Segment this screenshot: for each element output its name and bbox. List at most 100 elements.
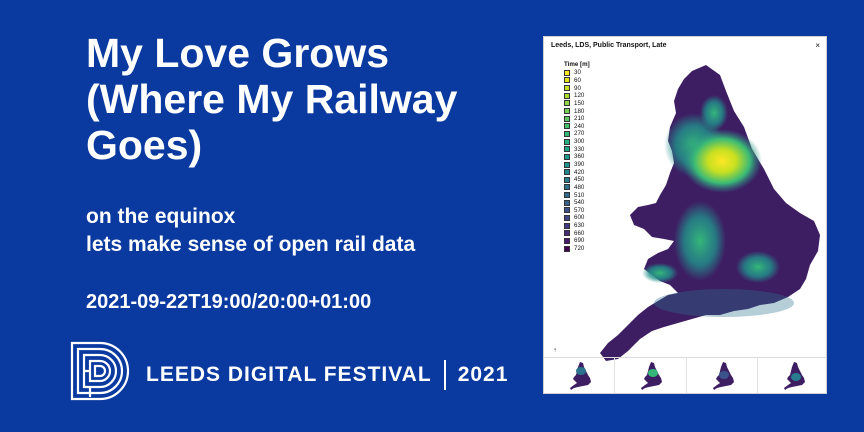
legend-label: 690: [574, 237, 585, 245]
legend-swatch: [564, 77, 570, 84]
legend-swatch: [564, 207, 570, 214]
legend-label: 600: [574, 214, 585, 222]
legend-item: 540: [564, 199, 590, 207]
bristol-zone: [642, 263, 678, 283]
event-datetime: 2021-09-22T19:00/20:00+01:00: [86, 291, 372, 313]
legend-label: 210: [574, 115, 585, 123]
map-thumbnail[interactable]: [687, 358, 758, 393]
legend-item: 570: [564, 207, 590, 215]
legend-label: 30: [574, 69, 581, 77]
legend-swatch: [564, 153, 570, 160]
map-thumbnail-image: [570, 362, 591, 390]
map-thumbnail-image: [641, 362, 663, 390]
map-thumbnail-image: [712, 362, 734, 390]
legend-item: 90: [564, 84, 590, 92]
legend-swatch: [564, 130, 570, 137]
legend-item: 720: [564, 245, 590, 253]
legend-item: 210: [564, 115, 590, 123]
legend-label: 480: [574, 183, 585, 191]
south-coast-band: [654, 289, 794, 317]
legend-item: 330: [564, 145, 590, 153]
legend-swatch: [564, 222, 570, 229]
legend-swatch: [564, 230, 570, 237]
legend-swatch: [564, 69, 570, 76]
subtitle-line-2: lets make sense of open rail data: [86, 233, 416, 256]
north-east-zone: [700, 95, 728, 131]
legend-label: 540: [574, 199, 585, 207]
headline-line-2: (Where My Railway: [86, 76, 458, 122]
legend-label: 300: [574, 138, 585, 146]
legend-item: 510: [564, 191, 590, 199]
subtitle: on the equinox lets make sense of open r…: [86, 203, 415, 259]
legend-item: 630: [564, 222, 590, 230]
legend-rows: 30 60 90 120 150 180 210 240 270 300 330 360 390 420 4…: [564, 69, 590, 252]
headline-line-3: Goes): [86, 122, 203, 168]
legend-item: 360: [564, 153, 590, 161]
close-icon[interactable]: ×: [815, 41, 820, 50]
legend-label: 60: [574, 76, 581, 84]
map-thumbnail[interactable]: [758, 358, 826, 393]
legend-swatch: [564, 92, 570, 99]
legend-swatch: [564, 100, 570, 107]
legend-item: 270: [564, 130, 590, 138]
legend-label: 240: [574, 122, 585, 130]
legend-label: 90: [574, 84, 581, 92]
midlands-zone: [674, 201, 726, 281]
legend-swatch: [564, 169, 570, 176]
legend-swatch: [564, 245, 570, 252]
legend-item: 180: [564, 107, 590, 115]
legend-swatch: [564, 199, 570, 206]
london-zone: [736, 251, 780, 283]
legend-label: 450: [574, 176, 585, 184]
legend-label: 180: [574, 107, 585, 115]
festival-year: 2021: [457, 363, 509, 386]
legend-swatch: [564, 192, 570, 199]
legend-swatch: [564, 176, 570, 183]
thumbnail-strip: [544, 357, 826, 393]
legend-label: 570: [574, 206, 585, 214]
legend-swatch: [564, 108, 570, 115]
legend-swatch: [564, 123, 570, 130]
legend-item: 300: [564, 138, 590, 146]
map-thumbnail[interactable]: [615, 358, 687, 393]
map-panel-title: Leeds, LDS, Public Transport, Late: [551, 42, 667, 49]
legend-label: 630: [574, 222, 585, 230]
legend-title: Time [m]: [564, 61, 590, 68]
map-panel: Leeds, LDS, Public Transport, Late ×: [543, 36, 827, 394]
legend-item: 690: [564, 237, 590, 245]
legend-label: 420: [574, 168, 585, 176]
legend-label: 360: [574, 153, 585, 161]
legend-item: 660: [564, 229, 590, 237]
legend-item: 450: [564, 176, 590, 184]
legend-swatch: [564, 138, 570, 145]
legend-label: 330: [574, 145, 585, 153]
legend-swatch: [564, 161, 570, 168]
legend-item: 150: [564, 100, 590, 108]
legend-label: 120: [574, 92, 585, 100]
leeds-zone: [682, 129, 762, 193]
legend-swatch: [564, 214, 570, 221]
legend-label: 270: [574, 130, 585, 138]
legend-item: 30: [564, 69, 590, 77]
map-thumbnail-image: [783, 362, 805, 390]
legend-swatch: [564, 115, 570, 122]
legend-item: 60: [564, 77, 590, 85]
ldf-logo-icon: [70, 341, 130, 401]
map-thumbnail[interactable]: [544, 358, 616, 393]
subtitle-line-1: on the equinox: [86, 205, 236, 228]
legend-item: 480: [564, 184, 590, 192]
map-legend: Time [m] 30 60 90 120 150 180 210 240 270 300 330 3…: [564, 61, 590, 252]
festival-wordmark: LEEDS DIGITAL FESTIVAL 2021: [146, 360, 508, 390]
legend-label: 510: [574, 191, 585, 199]
legend-swatch: [564, 184, 570, 191]
legend-item: 420: [564, 168, 590, 176]
legend-item: 240: [564, 122, 590, 130]
legend-swatch: [564, 85, 570, 92]
legend-label: 720: [574, 245, 585, 253]
legend-item: 390: [564, 161, 590, 169]
travel-time-map: [600, 65, 820, 361]
legend-item: 120: [564, 92, 590, 100]
legend-label: 390: [574, 161, 585, 168]
legend-item: 600: [564, 214, 590, 222]
